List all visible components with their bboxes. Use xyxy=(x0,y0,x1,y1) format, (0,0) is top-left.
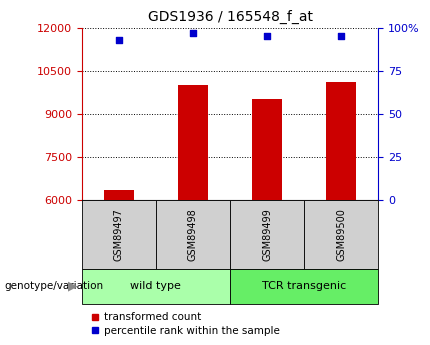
Point xyxy=(190,30,197,36)
Point xyxy=(115,37,122,42)
Bar xyxy=(252,99,282,200)
Bar xyxy=(326,82,356,200)
Legend: transformed count, percentile rank within the sample: transformed count, percentile rank withi… xyxy=(87,308,284,340)
Bar xyxy=(230,269,378,304)
Bar xyxy=(304,200,378,269)
Bar xyxy=(230,200,304,269)
Bar xyxy=(82,269,230,304)
Text: GSM89498: GSM89498 xyxy=(188,208,198,261)
Point xyxy=(264,33,270,39)
Text: GSM89497: GSM89497 xyxy=(114,208,124,261)
Text: GSM89500: GSM89500 xyxy=(336,208,346,261)
Text: genotype/variation: genotype/variation xyxy=(4,282,104,291)
Title: GDS1936 / 165548_f_at: GDS1936 / 165548_f_at xyxy=(147,10,313,24)
Text: ▶: ▶ xyxy=(68,280,77,293)
Bar xyxy=(82,200,156,269)
Bar xyxy=(156,200,230,269)
Text: TCR transgenic: TCR transgenic xyxy=(262,282,346,291)
Text: GSM89499: GSM89499 xyxy=(262,208,272,261)
Text: wild type: wild type xyxy=(130,282,181,291)
Point xyxy=(338,33,345,39)
Bar xyxy=(178,85,208,200)
Bar xyxy=(104,190,134,200)
